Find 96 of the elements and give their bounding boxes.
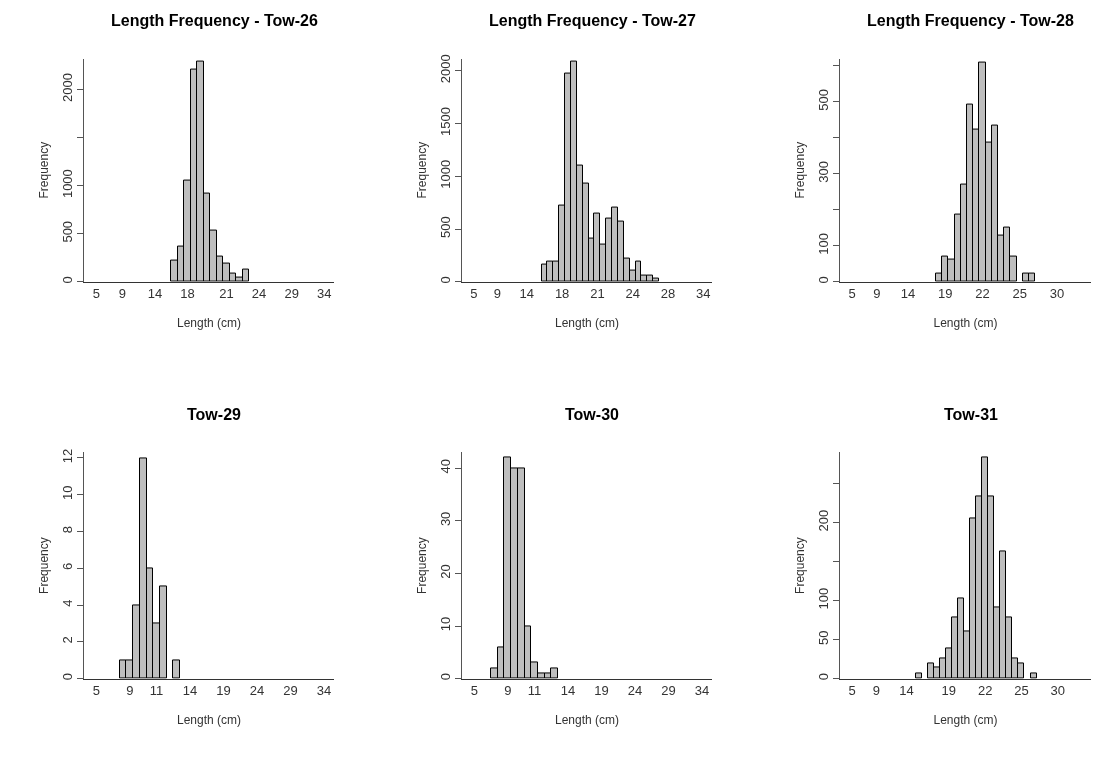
y-tick-label: 200 (815, 509, 831, 532)
y-tick-label: 0 (59, 673, 75, 681)
y-tick-label: 40 (437, 459, 453, 474)
chart-title: Tow-30 (565, 406, 620, 423)
x-tick-label: 21 (219, 286, 234, 302)
y-axis-title: Frequency (793, 141, 808, 199)
y-tick-label: 2000 (59, 72, 75, 102)
x-tick-label: 5 (848, 683, 856, 699)
x-tick-label: 18 (554, 286, 570, 302)
y-tick-label: 0 (815, 673, 831, 681)
x-axis-title: Length (cm) (554, 713, 620, 728)
y-tick-label: 12 (59, 448, 75, 464)
y-tick-label: 2 (59, 636, 75, 644)
x-tick-label: 19 (594, 683, 609, 699)
y-tick-label: 0 (59, 276, 75, 284)
x-tick-label: 34 (316, 683, 332, 699)
x-tick-label: 5 (470, 683, 478, 699)
y-axis-title: Frequency (415, 141, 430, 199)
bar (172, 659, 180, 679)
x-tick-label: 5 (470, 286, 478, 302)
x-tick-label: 14 (147, 286, 163, 302)
x-tick-label: 19 (937, 286, 953, 302)
x-tick-label: 22 (977, 683, 993, 699)
x-tick-label: 24 (251, 286, 267, 302)
x-tick-label: 19 (216, 683, 231, 699)
x-tick-label: 11 (527, 683, 542, 699)
x-tick-label: 9 (873, 286, 881, 302)
y-axis-title: Frequency (37, 141, 52, 199)
y-tick-label: 0 (437, 673, 453, 681)
y-tick-label: 1000 (437, 159, 453, 189)
y-tick-label: 500 (815, 88, 831, 111)
x-tick-label: 29 (284, 286, 299, 302)
x-tick-label: 29 (661, 683, 676, 699)
x-tick-label: 19 (941, 683, 957, 699)
bar (1030, 672, 1037, 679)
x-tick-label: 14 (519, 286, 535, 302)
x-tick-label: 28 (660, 286, 676, 302)
x-tick-label: 11 (149, 683, 164, 699)
y-tick-label: 10 (437, 616, 453, 632)
y-tick-label: 30 (437, 511, 453, 527)
y-axis-title: Frequency (37, 537, 52, 594)
x-tick-label: 24 (249, 683, 265, 699)
x-tick-label: 14 (899, 683, 914, 699)
chart-title: Tow-31 (944, 406, 999, 423)
bar (915, 672, 922, 679)
x-tick-label: 9 (504, 683, 512, 699)
x-tick-label: 5 (92, 286, 100, 302)
x-tick-label: 9 (118, 286, 126, 302)
chart-title: Length Frequency - Tow-26 (111, 12, 318, 29)
y-tick-label: 10 (59, 485, 75, 501)
y-axis-title: Frequency (793, 537, 808, 594)
y-tick-label: 8 (59, 525, 75, 534)
x-tick-label: 21 (590, 286, 605, 302)
x-axis-title: Length (cm) (176, 713, 242, 728)
x-axis-title: Length (cm) (933, 316, 998, 331)
x-tick-label: 25 (1012, 286, 1027, 302)
y-axis-title: Frequency (415, 537, 430, 594)
chart-title: Length Frequency - Tow-27 (489, 12, 696, 29)
y-tick-label: 500 (437, 216, 453, 238)
y-tick-label: 50 (815, 630, 831, 645)
y-tick-label: 0 (815, 276, 831, 284)
y-tick-label: 500 (59, 220, 75, 243)
x-tick-label: 34 (694, 683, 710, 699)
x-tick-label: 5 (92, 683, 100, 699)
x-tick-label: 9 (493, 286, 502, 302)
x-tick-label: 9 (872, 683, 880, 699)
y-tick-label: 100 (815, 233, 831, 255)
y-tick-label: 100 (815, 587, 831, 610)
x-tick-label: 22 (975, 286, 990, 302)
x-tick-label: 24 (625, 286, 640, 302)
x-tick-label: 24 (627, 683, 643, 699)
x-tick-label: 29 (283, 683, 298, 699)
x-tick-label: 9 (126, 683, 134, 699)
x-tick-label: 5 (848, 286, 856, 302)
chart-title: Length Frequency - Tow-28 (867, 12, 1074, 29)
y-tick-label: 4 (59, 599, 75, 607)
x-tick-label: 25 (1014, 683, 1029, 699)
y-tick-label: 1500 (437, 107, 453, 136)
x-axis-title: Length (cm) (554, 316, 620, 331)
y-tick-label: 6 (59, 562, 75, 570)
x-tick-label: 14 (900, 286, 916, 302)
x-tick-label: 34 (317, 286, 332, 302)
x-tick-label: 14 (182, 683, 198, 699)
y-tick-label: 300 (815, 160, 831, 183)
x-tick-label: 14 (560, 683, 576, 699)
chart-title: Tow-29 (187, 406, 242, 423)
x-axis-title: Length (cm) (933, 713, 998, 728)
x-axis-title: Length (cm) (176, 316, 242, 331)
y-tick-label: 0 (437, 276, 453, 284)
x-tick-label: 18 (180, 286, 195, 302)
y-tick-label: 20 (437, 564, 453, 579)
y-tick-label: 1000 (59, 169, 75, 199)
y-tick-label: 2000 (437, 54, 453, 84)
x-tick-label: 34 (695, 286, 711, 302)
x-tick-label: 30 (1049, 286, 1065, 302)
x-tick-label: 30 (1050, 683, 1065, 699)
